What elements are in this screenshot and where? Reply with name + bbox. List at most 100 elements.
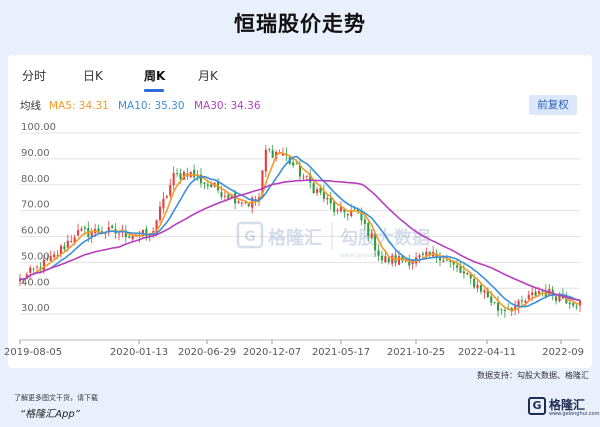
y-tick-label: 100.00 [21,122,56,133]
logo-url: www.gelonghui.com [549,411,600,417]
data-source: 数据支持：勾股大数据、格隆汇 [477,371,589,380]
candle-body [97,228,100,233]
candle-body [261,170,264,198]
y-tick-label: 80.00 [21,174,50,185]
candle-body [356,208,360,212]
candle-body [264,149,267,172]
candle-body [531,292,534,296]
candle-body [568,302,571,305]
candle-body [541,291,544,292]
candle-body [237,201,240,203]
candle-body [210,184,213,188]
candle-body [83,227,86,229]
candle-body [244,202,247,204]
candle-body [227,194,230,199]
tab-monthly-k[interactable]: 月K [198,69,218,83]
candle-body [503,310,506,312]
candle-body [176,173,179,174]
candle-body [128,236,131,238]
candle-body [199,174,203,184]
candle-body [90,232,93,238]
candle-body [452,261,455,265]
candle-body [124,230,127,238]
candle-body [131,236,134,240]
watermark-gogudata: 勾股大数据 [340,227,430,249]
watermark-brand: 格隆汇 [268,227,322,249]
candle-body [500,309,503,311]
candle-body [572,303,575,306]
candle-body [404,260,407,262]
legend-ma5: MA5: 34.31 [49,100,109,112]
candle-body [107,227,110,233]
app-name: “格隆汇App” [20,409,80,420]
candle-body [66,240,69,248]
candle-body [247,203,250,207]
candle-body [343,208,346,213]
ma10-line [19,155,581,308]
y-tick-label: 30.00 [21,303,50,314]
candle-body [155,220,158,232]
candle-body [377,250,380,256]
candle-body [575,306,578,307]
candle-body [322,191,325,199]
gelonghui-logo-icon: G [528,397,546,415]
x-tick-label: 2022-09 [542,347,584,358]
moving-averages [19,151,581,312]
tab-timeshare[interactable]: 分时 [22,69,47,83]
candle-body [418,255,421,258]
candle-body [367,222,370,237]
candle-body [350,210,353,217]
candle-body [203,182,206,184]
candle-body [298,164,302,177]
candle-body [534,291,537,296]
tab-daily-k[interactable]: 日K [83,69,103,83]
x-tick-label: 2021-05-17 [312,347,370,358]
legend-ma30: MA30: 34.36 [194,100,261,112]
page-title: 恒瑞股价走势 [234,12,366,36]
candle-body [449,260,452,262]
candle-body [466,273,469,275]
candle-body [514,306,517,311]
candle-body [292,162,295,166]
candle-body [305,175,308,177]
candle-body [435,253,438,258]
candle-body [281,153,284,156]
candle-body [428,251,431,256]
candle-body [220,192,223,197]
candle-body [490,296,493,303]
candle-body [469,274,472,279]
candle-body [380,255,384,261]
candle-body [408,261,411,266]
candle-body [459,266,462,273]
candle-body [312,183,315,193]
candle-body [339,206,343,212]
watermark-logo-icon [236,221,264,249]
candle-body [456,265,459,268]
ma30-line [19,179,581,302]
watermark: G 格隆汇 勾股大数据 www.gogudata.com [236,221,430,259]
candle-body [363,219,366,224]
candle-body [29,267,32,273]
candle-body [302,176,305,178]
adjust-mode-button[interactable]: 前复权 [529,95,577,115]
tab-weekly-k[interactable]: 周K [144,69,166,83]
candle-body [397,256,401,265]
y-tick-label: 70.00 [21,200,50,211]
candle-body [268,149,271,150]
candle-body [206,184,209,186]
candle-body [165,196,168,198]
candle-body [438,256,442,261]
candle-body [73,237,76,243]
download-hint: 了解更多图文干货，请下载 [14,394,98,402]
candle-body [537,291,541,294]
candle-body [565,297,568,304]
candle-body [104,233,107,235]
candle-body [520,300,524,302]
candle-body [326,198,329,200]
x-tick-label: 2020-06-29 [178,347,236,358]
candle-body [421,253,424,255]
candle-body [53,254,56,258]
candle-body [56,254,59,256]
candle-body [309,174,312,183]
candle-body [162,198,165,209]
